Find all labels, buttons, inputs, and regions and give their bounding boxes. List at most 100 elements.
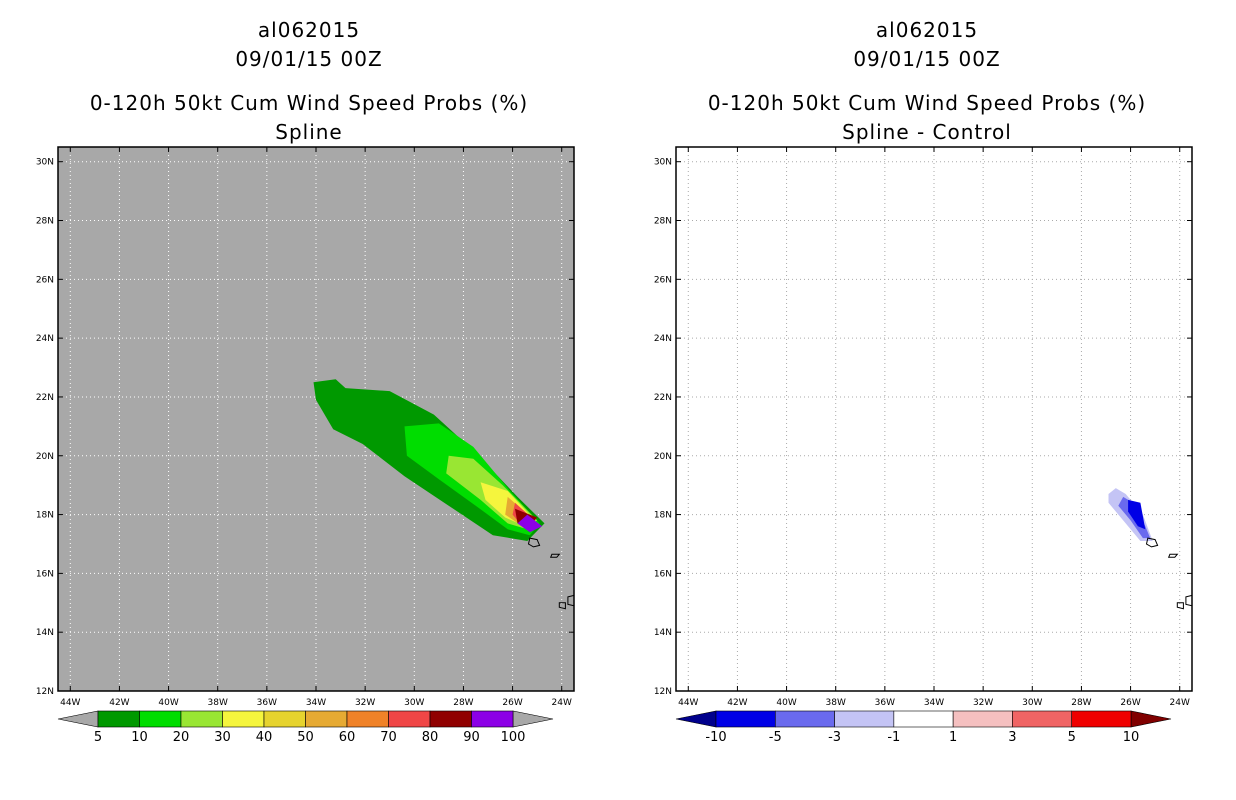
y-tick-label: 16N	[36, 569, 54, 579]
x-tick-label: 28W	[453, 698, 473, 708]
y-tick-label: 30N	[36, 158, 54, 168]
x-tick-label: 26W	[1120, 698, 1140, 708]
y-tick-label: 12N	[36, 687, 54, 697]
x-tick-label: 42W	[109, 698, 129, 708]
x-tick-label: 38W	[208, 698, 228, 708]
storm-id-title: al062015	[875, 18, 979, 42]
x-tick-label: 38W	[826, 698, 846, 708]
colorbar-label: 30	[214, 730, 231, 745]
island-outline	[1145, 537, 1159, 548]
colorbar-label: 100	[501, 730, 526, 745]
colorbar-segment	[774, 710, 835, 728]
colorbar-label: -5	[769, 730, 782, 745]
colorbar-label: 5	[1068, 730, 1076, 745]
colorbar-label: 90	[463, 730, 480, 745]
colorbar-segment	[1071, 710, 1132, 728]
colorbar-segment	[388, 710, 431, 728]
right-panel: al062015 09/01/15 00Z 0-120h 50kt Cum Wi…	[618, 0, 1236, 800]
y-tick-label: 26N	[654, 275, 672, 285]
contour-level-100	[517, 514, 543, 533]
x-tick-label: 42W	[727, 698, 747, 708]
y-tick-label: 18N	[36, 511, 54, 521]
y-tick-label: 24N	[654, 334, 672, 344]
x-tick-label: 24W	[1170, 698, 1190, 708]
x-tick-label: 30W	[404, 698, 424, 708]
y-tick-label: 14N	[654, 628, 672, 638]
colorbar-label: 10	[1123, 730, 1140, 745]
colorbar-label: 3	[1008, 730, 1016, 745]
x-tick-label: 34W	[306, 698, 326, 708]
x-tick-label: 32W	[355, 698, 375, 708]
x-tick-label: 24W	[552, 698, 572, 708]
colorbar-label: 70	[380, 730, 397, 745]
colorbar-label: 5	[94, 730, 102, 745]
colorbar-label: 1	[949, 730, 957, 745]
x-tick-label: 44W	[678, 698, 698, 708]
y-tick-label: 22N	[654, 393, 672, 403]
y-tick-label: 16N	[654, 569, 672, 579]
island-outline	[1167, 553, 1179, 558]
x-tick-label: 30W	[1022, 698, 1042, 708]
colorbar-label: -1	[887, 730, 900, 745]
method-title: Spline	[275, 120, 343, 144]
x-tick-label: 28W	[1071, 698, 1091, 708]
colorbar-over-triangle	[1130, 710, 1172, 728]
y-tick-label: 26N	[36, 275, 54, 285]
x-tick-label: 44W	[60, 698, 80, 708]
date-title: 09/01/15 00Z	[235, 47, 383, 71]
date-title: 09/01/15 00Z	[853, 47, 1001, 71]
method-title: Spline - Control	[842, 120, 1012, 144]
colorbar-under-triangle	[57, 710, 99, 728]
colorbar-under-triangle	[675, 710, 717, 728]
y-tick-label: 20N	[654, 452, 672, 462]
colorbar-label: 80	[422, 730, 439, 745]
colorbar-label: -10	[705, 730, 726, 745]
product-title: 0-120h 50kt Cum Wind Speed Probs (%)	[707, 91, 1147, 115]
y-tick-label: 20N	[36, 452, 54, 462]
x-tick-label: 36W	[875, 698, 895, 708]
colorbar-segment	[1012, 710, 1073, 728]
x-tick-label: 40W	[776, 698, 796, 708]
colorbar-over-triangle	[512, 710, 554, 728]
y-tick-label: 24N	[36, 334, 54, 344]
map-right-svg: 44W 42W 40W 38W 36W 34W 32W 30W 28W 26W 24W 12N 14N 1…	[654, 146, 1193, 745]
contour-level-neg5	[1128, 499, 1146, 530]
x-tick-label: 34W	[924, 698, 944, 708]
colorbar-segment	[715, 710, 776, 728]
y-tick-label: 30N	[654, 158, 672, 168]
y-tick-label: 12N	[654, 687, 672, 697]
y-tick-label: 14N	[36, 628, 54, 638]
colorbar-label: -3	[828, 730, 841, 745]
colorbar-segment	[180, 710, 223, 728]
y-tick-label: 22N	[36, 393, 54, 403]
colorbar-label: 20	[173, 730, 190, 745]
island-outline	[549, 553, 561, 558]
colorbar-segment	[222, 710, 265, 728]
storm-id-title: al062015	[257, 18, 361, 42]
y-tick-label: 18N	[654, 511, 672, 521]
island-outline	[558, 602, 566, 610]
left-panel: al062015 09/01/15 00Z 0-120h 50kt Cum Wi…	[36, 18, 575, 745]
colorbar-label: 10	[131, 730, 148, 745]
colorbar-segment	[305, 710, 348, 728]
colorbar-segment	[97, 710, 140, 728]
colorbar-segment	[429, 710, 472, 728]
map-left-svg: 44W 42W 40W 38W 36W 34W 32W 30W 28W 26W 24W 12N 14N 1…	[36, 146, 575, 745]
x-tick-label: 36W	[257, 698, 277, 708]
y-tick-label: 28N	[654, 217, 672, 227]
colorbar-label: 50	[297, 730, 314, 745]
product-title: 0-120h 50kt Cum Wind Speed Probs (%)	[89, 91, 529, 115]
colorbar-segment	[893, 710, 954, 728]
colorbar-segment	[834, 710, 895, 728]
island-outline	[527, 537, 541, 548]
colorbar-segment	[952, 710, 1013, 728]
island-outline	[1176, 602, 1184, 610]
y-tick-label: 28N	[36, 217, 54, 227]
colorbar-segment	[346, 710, 389, 728]
colorbar-segment	[471, 710, 514, 728]
x-tick-label: 32W	[973, 698, 993, 708]
x-tick-label: 26W	[502, 698, 522, 708]
colorbar-segment	[139, 710, 182, 728]
colorbar-label: 60	[339, 730, 356, 745]
colorbar-segment	[263, 710, 306, 728]
